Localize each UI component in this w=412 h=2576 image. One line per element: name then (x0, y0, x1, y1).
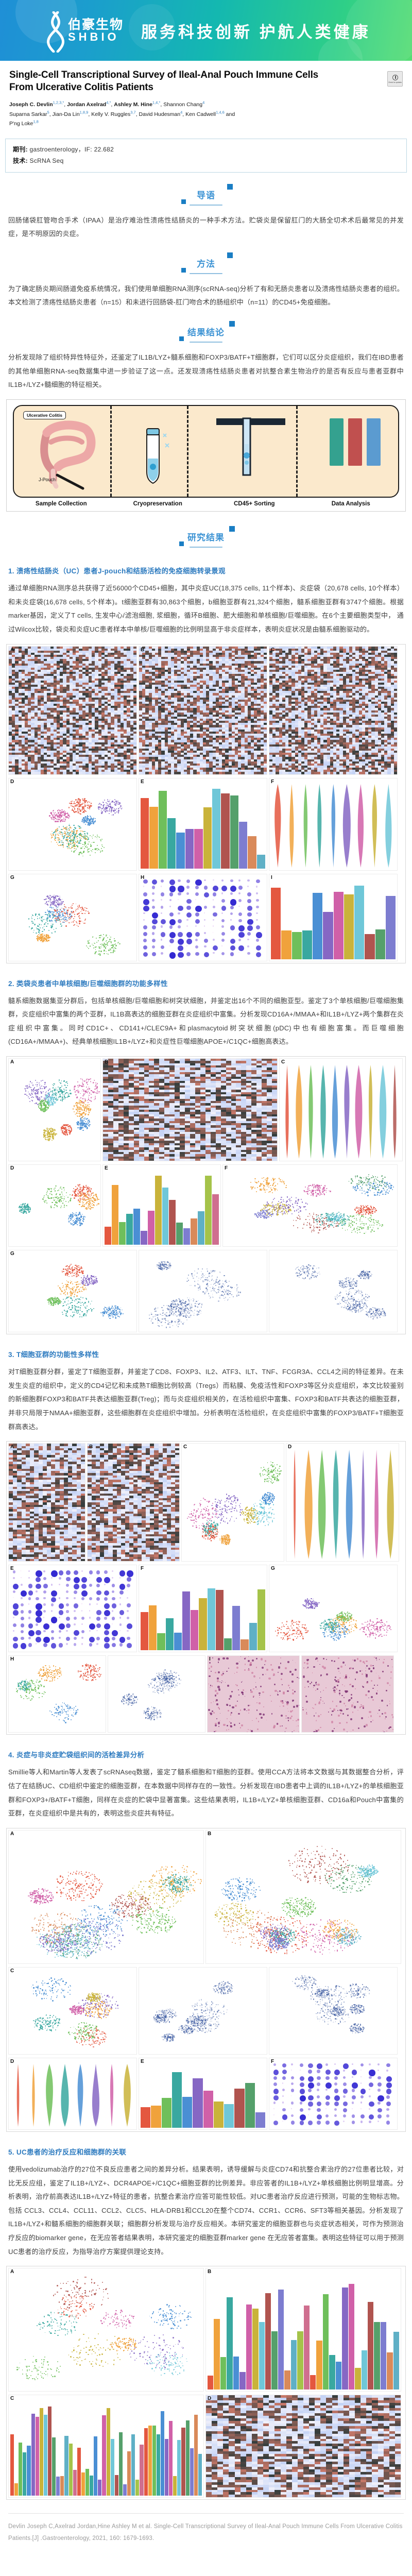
workflow-step: CD45+ Sorting (206, 501, 303, 507)
technique-value: ScRNA Seq (30, 157, 64, 164)
decor-square-icon (179, 541, 184, 546)
colon-illustration-icon: J-Pouch (36, 419, 102, 494)
decor-square-icon (181, 199, 186, 204)
journal-label: 期刊: (13, 146, 28, 153)
section-title-text: 研究结果 (187, 533, 225, 543)
workflow-figure: Ulcerative Colitis J-Pouch (6, 399, 406, 512)
section-underline (190, 547, 222, 548)
section-label-results: 研究结果 (0, 515, 412, 554)
heatmap-panel: B (139, 646, 267, 775)
brand-slogan: 服务科技创新 护航人类健康 (141, 19, 371, 42)
conclusion-paragraph: 分析发现除了组织特异性特征外，还鉴定了IL1B/LYZ+髓系细胞和FOXP3/B… (0, 349, 412, 392)
result-heading-1: 1. 溃疡性结肠炎（UC）患者J-pouch和结肠活检的免疫细胞转录景观 (0, 554, 412, 580)
heatmap-panel: A (8, 646, 137, 775)
section-title-text: 方法 (197, 259, 215, 269)
workflow-step: Cryopreservation (110, 501, 207, 507)
decor-square-icon (179, 336, 184, 341)
heatmap-panel: C (269, 646, 398, 775)
crossmark-label: Check for updates (388, 81, 402, 83)
decor-square-icon (227, 184, 233, 190)
journal-info-box: 期刊: gastroenterology，IF: 22.682 技术: ScRN… (5, 139, 407, 172)
heatmap-cell (264, 772, 267, 774)
section-title-text: 结果结论 (187, 328, 225, 337)
panel-letter: A (10, 647, 14, 653)
section-label-conclusion: 结果结论 (0, 310, 412, 349)
brand-name: 伯豪生物 SHBIO (68, 18, 124, 43)
brand-name-en: SHBIO (68, 31, 124, 43)
decor-square-icon (181, 268, 186, 273)
cryovial-illustration-icon (133, 427, 173, 490)
author-line-1: Joseph C. Devlin1,2,3,*, Jordan Axelrad4… (9, 101, 204, 108)
panel-letter: C (271, 647, 274, 653)
author-line-3: P'ng Loke1,8 (9, 121, 39, 127)
panel-letter: B (141, 647, 144, 653)
result-body-1: 通过单细胞RNA测序总共获得了近56000个CD45+细胞，其中炎症UC(18,… (0, 580, 412, 637)
article-page: 伯豪生物 SHBIO 服务科技创新 护航人类健康 Single-Cell Tra… (0, 0, 412, 2549)
technique-label: 技术: (13, 157, 28, 164)
brand-name-cn: 伯豪生物 (68, 18, 124, 31)
section-label-method: 方法 (0, 241, 412, 280)
section-underline (190, 342, 222, 343)
method-paragraph: 为了确定肠炎期间肠道免疫系统情况，我们使用单细胞RNA测序(scRNA-seq)… (0, 280, 412, 310)
decor-square-icon (229, 321, 235, 327)
workflow-diagram: Ulcerative Colitis J-Pouch (13, 405, 399, 498)
decor-square-icon (227, 252, 233, 258)
brand-banner: 伯豪生物 SHBIO 服务科技创新 护航人类健康 (0, 0, 412, 61)
workflow-step-labels: Sample Collection Cryopreservation CD45+… (13, 501, 399, 507)
data-analysis-illustration-icon (330, 418, 381, 466)
workflow-step: Sample Collection (13, 501, 110, 507)
section-title-text: 导语 (197, 191, 215, 200)
author-line-2: Suparna Sarkar5, Jian-Da Lin1,8,9, Kelly… (9, 111, 235, 117)
journal-value: gastroenterology，IF: 22.682 (30, 146, 114, 153)
workflow-step: Data Analysis (303, 501, 400, 507)
section-underline (190, 205, 222, 206)
cd45-sorting-illustration-icon (212, 413, 289, 493)
figure-row: A B C (7, 645, 405, 776)
decor-square-icon (229, 526, 235, 532)
journal-row: 期刊: gastroenterology，IF: 22.682 (13, 144, 399, 155)
crossmark-badge-icon: Check for updates (387, 71, 403, 87)
shbio-logo-icon (45, 11, 66, 49)
intro-paragraph: 回肠储袋肛管吻合手术（IPAA）是治疗难治性溃疡性结肠炎的一种手术方法。贮袋炎是… (0, 212, 412, 241)
page-title: Single-Cell Transcriptional Survey of Il… (9, 69, 323, 94)
heatmap-cell (133, 772, 136, 774)
workflow-badge-uc: Ulcerative Colitis (23, 411, 66, 419)
author-list: Joseph C. Devlin1,2,3,*, Jordan Axelrad4… (9, 100, 349, 129)
technique-row: 技术: ScRNA Seq (13, 155, 399, 166)
paper-header: Single-Cell Transcriptional Survey of Il… (0, 61, 412, 131)
section-underline (190, 273, 222, 274)
section-label-intro: 导语 (0, 173, 412, 212)
